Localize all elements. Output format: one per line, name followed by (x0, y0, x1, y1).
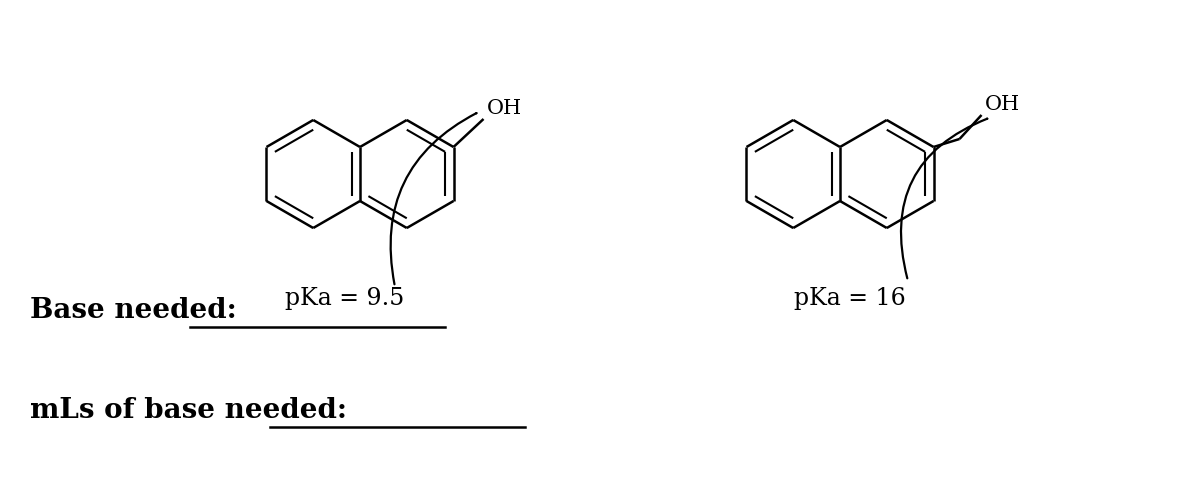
FancyArrowPatch shape (901, 119, 988, 278)
Text: pKa = 16: pKa = 16 (794, 287, 906, 310)
Text: Base needed:: Base needed: (30, 297, 236, 324)
Text: OH: OH (486, 99, 522, 118)
Text: mLs of base needed:: mLs of base needed: (30, 397, 347, 424)
FancyArrowPatch shape (391, 113, 476, 284)
Text: OH: OH (984, 95, 1020, 114)
Text: pKa = 9.5: pKa = 9.5 (286, 287, 404, 310)
